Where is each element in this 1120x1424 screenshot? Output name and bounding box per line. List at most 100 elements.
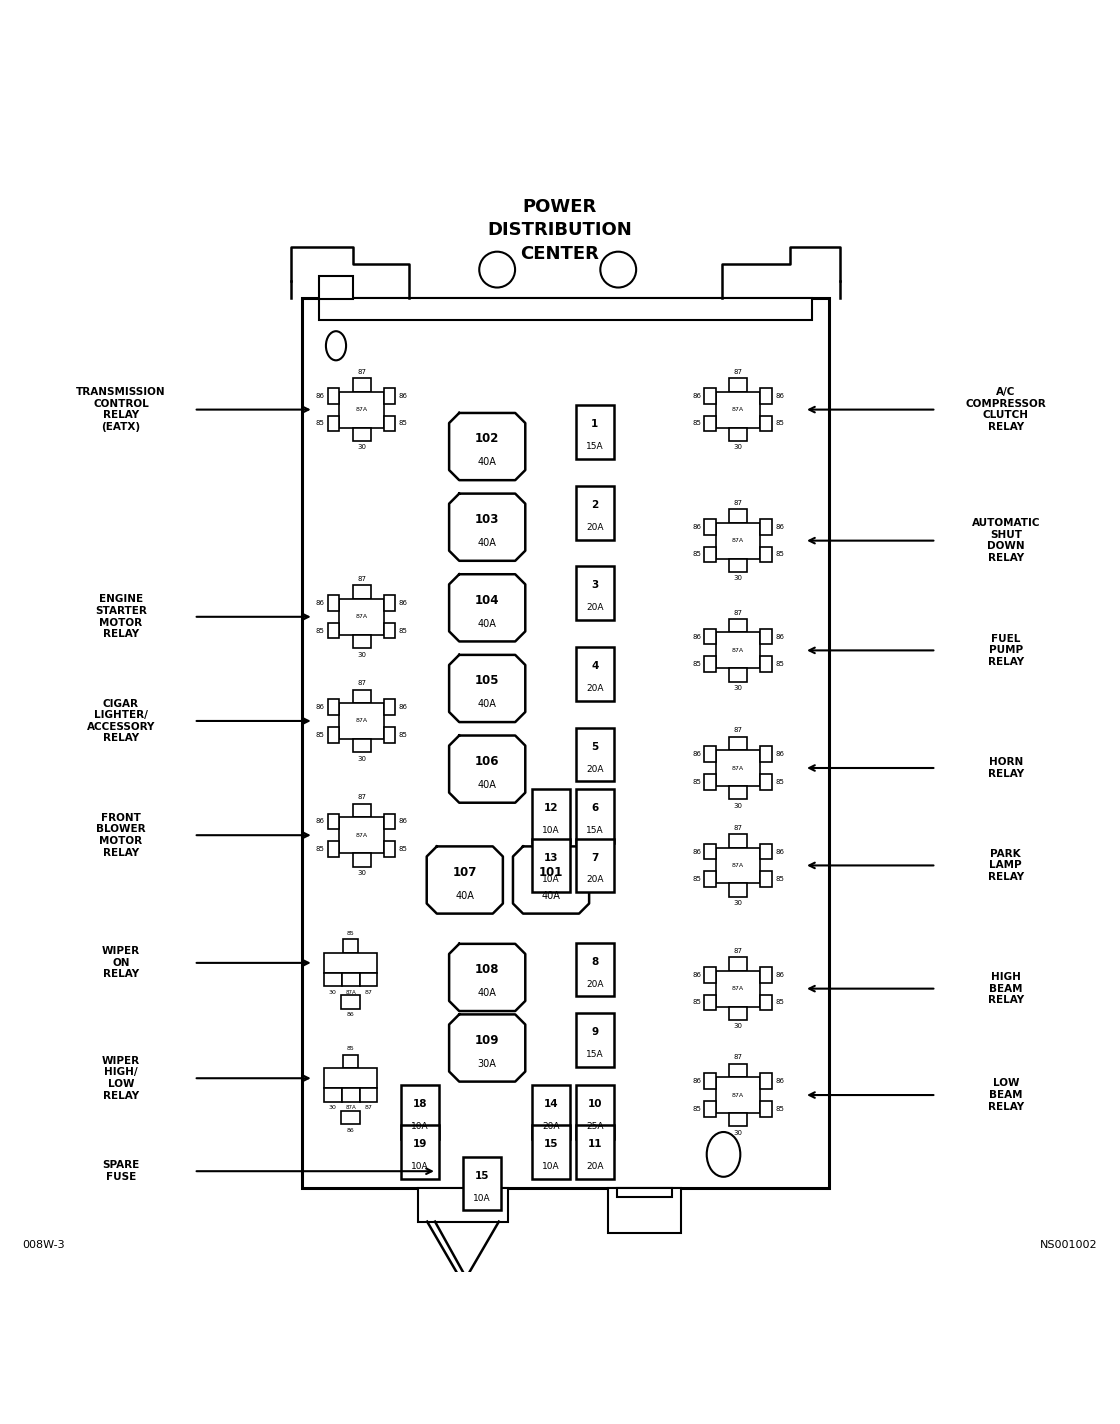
Text: 30: 30 bbox=[734, 444, 743, 450]
Bar bbox=[704, 1101, 716, 1116]
Bar bbox=[704, 967, 716, 983]
Bar bbox=[384, 387, 395, 403]
Text: 4: 4 bbox=[591, 661, 598, 671]
Text: LOW
BEAM
RELAY: LOW BEAM RELAY bbox=[988, 1078, 1024, 1112]
Text: 85: 85 bbox=[775, 779, 784, 785]
Bar bbox=[760, 1074, 772, 1089]
Text: 30: 30 bbox=[328, 990, 337, 995]
Circle shape bbox=[479, 252, 515, 288]
Text: 40A: 40A bbox=[478, 457, 496, 467]
Text: 20A: 20A bbox=[586, 523, 604, 531]
Bar bbox=[532, 839, 570, 893]
Bar bbox=[729, 883, 747, 897]
Text: 85: 85 bbox=[692, 1106, 701, 1112]
Bar bbox=[576, 839, 614, 893]
Bar bbox=[342, 1111, 360, 1124]
Text: 15: 15 bbox=[544, 1139, 558, 1149]
Text: 105: 105 bbox=[475, 674, 500, 688]
Text: 86: 86 bbox=[399, 703, 408, 711]
Bar bbox=[302, 298, 829, 1188]
Text: 85: 85 bbox=[692, 551, 701, 557]
Text: 87A: 87A bbox=[732, 648, 744, 652]
Bar bbox=[716, 392, 760, 427]
Text: SPARE
FUSE: SPARE FUSE bbox=[102, 1161, 140, 1182]
Text: 7: 7 bbox=[591, 853, 598, 863]
Text: 85: 85 bbox=[692, 779, 701, 785]
Bar bbox=[729, 379, 747, 392]
Text: HIGH
BEAM
RELAY: HIGH BEAM RELAY bbox=[988, 973, 1024, 1005]
Text: 10A: 10A bbox=[473, 1193, 491, 1203]
Text: 40A: 40A bbox=[478, 780, 496, 790]
Text: 86: 86 bbox=[347, 1128, 354, 1132]
Text: 85: 85 bbox=[692, 661, 701, 668]
Text: 30: 30 bbox=[734, 900, 743, 906]
Bar bbox=[328, 387, 339, 403]
Text: 20A: 20A bbox=[542, 1122, 560, 1131]
Text: 87A: 87A bbox=[732, 863, 744, 869]
Bar bbox=[716, 750, 760, 786]
Bar bbox=[328, 595, 339, 611]
Text: 87A: 87A bbox=[732, 538, 744, 543]
Bar bbox=[339, 703, 384, 739]
Bar bbox=[463, 1156, 501, 1210]
Bar bbox=[576, 646, 614, 701]
Text: 19: 19 bbox=[413, 1139, 427, 1149]
Text: 85: 85 bbox=[775, 551, 784, 557]
Text: NS001002: NS001002 bbox=[1040, 1240, 1098, 1250]
Text: 87A: 87A bbox=[356, 407, 367, 412]
Bar bbox=[576, 1085, 614, 1139]
Text: 14: 14 bbox=[543, 1099, 559, 1109]
Text: 12: 12 bbox=[544, 803, 558, 813]
Bar bbox=[353, 803, 371, 817]
Text: 11: 11 bbox=[588, 1139, 601, 1149]
Bar bbox=[760, 416, 772, 431]
Bar bbox=[760, 1101, 772, 1116]
Bar bbox=[729, 668, 747, 682]
Text: 86: 86 bbox=[316, 600, 325, 607]
Text: 18: 18 bbox=[413, 1099, 427, 1109]
Text: 85: 85 bbox=[399, 420, 408, 426]
Text: 6: 6 bbox=[591, 803, 598, 813]
Bar bbox=[760, 967, 772, 983]
Ellipse shape bbox=[707, 1132, 740, 1176]
Bar bbox=[342, 973, 360, 987]
Text: 85: 85 bbox=[316, 846, 325, 852]
Bar bbox=[328, 622, 339, 638]
Text: 87A: 87A bbox=[732, 407, 744, 412]
Text: 87A: 87A bbox=[356, 719, 367, 723]
Bar bbox=[704, 994, 716, 1010]
Text: 85: 85 bbox=[775, 1000, 784, 1005]
Text: 13: 13 bbox=[544, 853, 558, 863]
Text: 30: 30 bbox=[734, 1024, 743, 1030]
Bar bbox=[339, 600, 384, 635]
Text: 86: 86 bbox=[316, 703, 325, 711]
Bar bbox=[328, 416, 339, 431]
Text: 87: 87 bbox=[734, 609, 743, 615]
Text: 10A: 10A bbox=[542, 1162, 560, 1171]
Bar bbox=[704, 1074, 716, 1089]
Bar bbox=[324, 973, 342, 987]
Bar bbox=[716, 847, 760, 883]
Text: 85: 85 bbox=[775, 1106, 784, 1112]
Text: 86: 86 bbox=[775, 393, 784, 399]
Bar bbox=[716, 1077, 760, 1114]
Text: 20A: 20A bbox=[586, 876, 604, 884]
Bar bbox=[704, 547, 716, 562]
Text: 106: 106 bbox=[475, 755, 500, 768]
Bar bbox=[353, 379, 371, 392]
Text: ENGINE
STARTER
MOTOR
RELAY: ENGINE STARTER MOTOR RELAY bbox=[95, 594, 147, 639]
Bar bbox=[353, 853, 371, 867]
Text: 85: 85 bbox=[399, 846, 408, 852]
Polygon shape bbox=[449, 574, 525, 641]
Text: 30: 30 bbox=[328, 1105, 337, 1111]
Bar bbox=[418, 1188, 507, 1222]
Text: 86: 86 bbox=[775, 524, 784, 530]
Bar bbox=[716, 971, 760, 1007]
Text: 109: 109 bbox=[475, 1034, 500, 1047]
Bar bbox=[532, 789, 570, 843]
Bar bbox=[343, 940, 358, 953]
Text: WIPER
HIGH/
LOW
RELAY: WIPER HIGH/ LOW RELAY bbox=[102, 1055, 140, 1101]
Bar bbox=[384, 842, 395, 857]
Text: 85: 85 bbox=[316, 628, 325, 634]
Bar bbox=[319, 276, 353, 299]
